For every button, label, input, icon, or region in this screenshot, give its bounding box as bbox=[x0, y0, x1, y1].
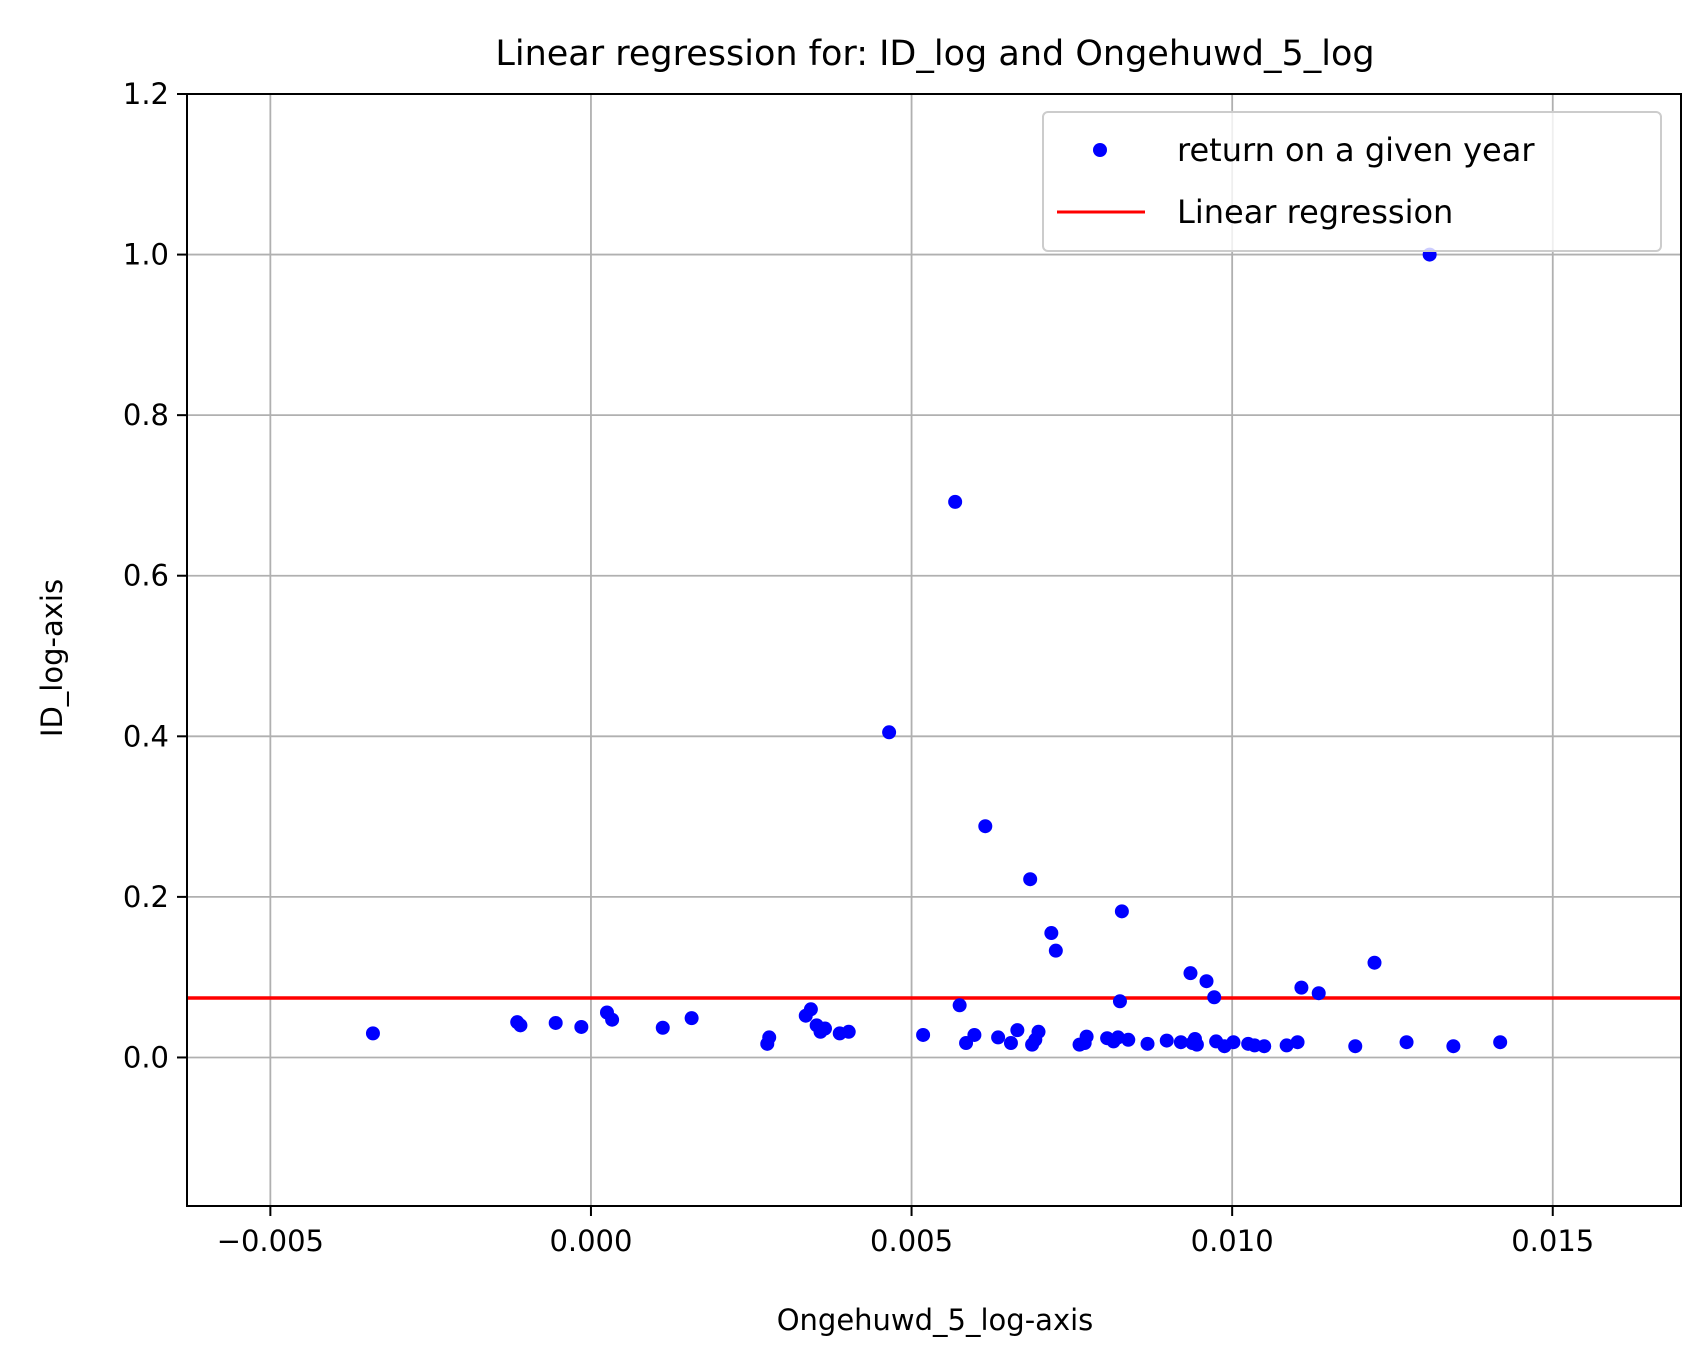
data-point-4 bbox=[574, 1019, 589, 1034]
data-point-40 bbox=[1112, 994, 1127, 1009]
data-point-43 bbox=[1140, 1036, 1155, 1051]
scatter-points bbox=[365, 247, 1508, 1054]
data-point-44 bbox=[1159, 1033, 1174, 1048]
data-point-50 bbox=[1199, 974, 1214, 989]
data-point-2 bbox=[513, 1018, 528, 1033]
data-point-60 bbox=[1294, 980, 1309, 995]
data-point-25 bbox=[991, 1030, 1006, 1045]
data-point-0 bbox=[365, 1026, 380, 1041]
x-tick-label-1: 0.000 bbox=[549, 1224, 632, 1258]
data-point-28 bbox=[1023, 872, 1038, 887]
x-tick-label-2: 0.005 bbox=[870, 1224, 953, 1258]
x-tick-label-3: 0.010 bbox=[1191, 1224, 1274, 1258]
data-point-36 bbox=[1079, 1029, 1094, 1044]
data-point-54 bbox=[1226, 1035, 1241, 1050]
data-point-57 bbox=[1257, 1039, 1272, 1054]
x-axis-ticks: −0.005 0.000 0.005 0.010 0.015 bbox=[217, 1206, 1594, 1258]
data-point-67 bbox=[1493, 1035, 1508, 1050]
data-point-58 bbox=[1279, 1038, 1294, 1053]
data-point-32 bbox=[1044, 926, 1059, 941]
x-tick-label-0: −0.005 bbox=[217, 1224, 324, 1258]
data-point-49 bbox=[1189, 1037, 1204, 1052]
data-point-21 bbox=[952, 998, 967, 1013]
data-point-33 bbox=[1048, 943, 1063, 958]
y-tick-label-2: 0.4 bbox=[123, 719, 169, 753]
y-tick-label-1: 0.2 bbox=[123, 880, 169, 914]
y-tick-label-0: 0.0 bbox=[123, 1040, 169, 1074]
data-point-6 bbox=[605, 1012, 620, 1027]
data-point-17 bbox=[841, 1024, 856, 1039]
axes-frame bbox=[186, 93, 1682, 1207]
data-point-19 bbox=[916, 1027, 931, 1042]
y-axis-ticks: 0.0 0.2 0.4 0.6 0.8 1.0 1.2 bbox=[123, 77, 187, 1074]
data-point-18 bbox=[882, 725, 897, 740]
y-tick-label-6: 1.2 bbox=[123, 77, 169, 111]
data-point-3 bbox=[548, 1015, 563, 1030]
data-point-20 bbox=[948, 494, 963, 509]
data-point-42 bbox=[1121, 1032, 1136, 1047]
legend-frame bbox=[1042, 111, 1662, 252]
data-point-23 bbox=[967, 1027, 982, 1042]
y-axis-label: ID_log-axis bbox=[35, 579, 69, 737]
data-point-24 bbox=[978, 819, 993, 834]
data-point-66 bbox=[1446, 1039, 1461, 1054]
data-point-51 bbox=[1207, 990, 1222, 1005]
data-point-59 bbox=[1290, 1035, 1305, 1050]
data-point-41 bbox=[1114, 904, 1129, 919]
y-tick-label-4: 0.8 bbox=[123, 398, 169, 432]
data-point-46 bbox=[1183, 966, 1198, 981]
legend: return on a given year Linear regression bbox=[1042, 111, 1662, 252]
data-point-61 bbox=[1311, 986, 1326, 1001]
data-point-8 bbox=[684, 1011, 699, 1026]
x-tick-label-4: 0.015 bbox=[1511, 1224, 1594, 1258]
legend-label-regression: Linear regression bbox=[1177, 193, 1453, 231]
legend-marker-points bbox=[1093, 143, 1107, 157]
data-point-45 bbox=[1173, 1035, 1188, 1050]
chart-title: Linear regression for: ID_log and Ongehu… bbox=[495, 34, 1374, 74]
data-point-27 bbox=[1010, 1023, 1025, 1038]
data-point-15 bbox=[817, 1021, 832, 1036]
data-point-26 bbox=[1003, 1036, 1018, 1051]
data-point-63 bbox=[1367, 955, 1382, 970]
data-point-10 bbox=[762, 1030, 777, 1045]
data-point-64 bbox=[1399, 1035, 1414, 1050]
data-point-62 bbox=[1348, 1039, 1363, 1054]
data-point-7 bbox=[655, 1020, 670, 1035]
data-point-31 bbox=[1031, 1024, 1046, 1039]
data-point-12 bbox=[803, 1002, 818, 1017]
x-axis-label: Ongehuwd_5_log-axis bbox=[777, 1303, 1094, 1337]
y-tick-label-5: 1.0 bbox=[123, 238, 169, 272]
y-tick-label-3: 0.6 bbox=[123, 559, 169, 593]
legend-label-points: return on a given year bbox=[1177, 131, 1535, 169]
